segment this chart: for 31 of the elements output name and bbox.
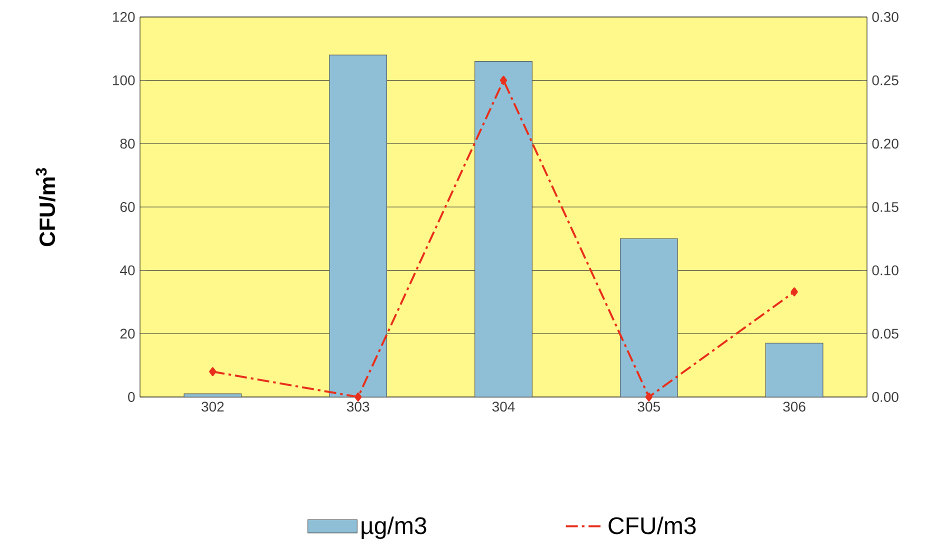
- legend-label: µg/m3: [362, 516, 426, 539]
- y2-tick-label: 0.30: [872, 12, 898, 22]
- bar: [620, 238, 678, 397]
- y2-tick-label: 0.00: [872, 392, 898, 402]
- point: [790, 287, 798, 296]
- x-tick-label: 304: [492, 402, 515, 412]
- bar: [474, 61, 532, 397]
- y2-tick-label: 0.10: [872, 265, 898, 276]
- legend-label: CFU/m3: [608, 516, 696, 534]
- y2-tick-label: 0.15: [872, 202, 898, 212]
- y-tick-label: 40: [120, 265, 135, 276]
- y2-tick-label: 0.25: [872, 75, 898, 86]
- bar: [765, 342, 824, 397]
- point: [209, 367, 216, 376]
- x-tick-label: 305: [638, 402, 660, 412]
- bar: [329, 54, 388, 397]
- point: [645, 392, 653, 402]
- y-tick-label: 0: [128, 392, 135, 402]
- y-tick-label: 60: [120, 202, 135, 212]
- point: [354, 392, 362, 402]
- y-tick-label: 20: [120, 328, 135, 339]
- y-tick-label: 100: [113, 75, 135, 86]
- y2-tick-label: 0.05: [872, 328, 898, 339]
- y-tick-label: 120: [113, 12, 135, 22]
- y-axis-title: CFU/m$^{3}$: [36, 168, 56, 246]
- x-tick-label: 303: [346, 402, 370, 412]
- x-tick-label: 302: [202, 402, 224, 412]
- y2-tick-label: 0.20: [872, 138, 898, 149]
- y-tick-label: 80: [120, 138, 135, 149]
- x-tick-label: 306: [783, 402, 806, 412]
- point: [500, 76, 508, 85]
